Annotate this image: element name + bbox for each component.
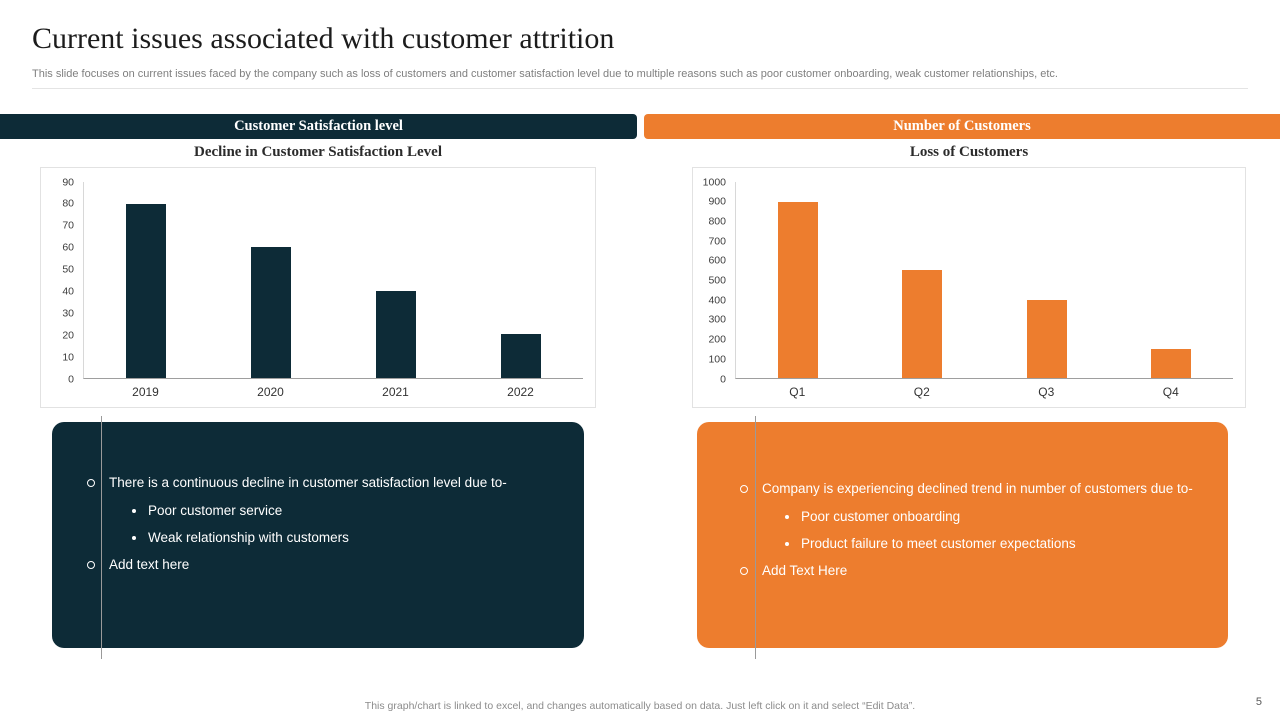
y-tick-label: 0 (720, 372, 726, 385)
circle-bullet-icon (87, 560, 95, 569)
list-item-text: Company is experiencing declined trend i… (762, 481, 1193, 496)
x-tick-label: Q1 (789, 385, 806, 399)
y-tick-label: 0 (68, 372, 74, 385)
y-tick-label: 300 (708, 313, 726, 326)
y-tick-label: 600 (708, 254, 726, 267)
page-title: Current issues associated with customer … (32, 22, 615, 55)
x-tick-label: Q2 (913, 385, 930, 399)
bar-column (860, 182, 984, 378)
decorative-line (101, 416, 102, 659)
chart-title-customers: Loss of Customers (909, 144, 1029, 160)
x-tick-label: 2019 (132, 385, 159, 399)
bar-column (84, 182, 209, 378)
page-number: 5 (1255, 696, 1262, 708)
circle-bullet-icon (740, 485, 748, 493)
list-item: Add Text Here (739, 562, 1204, 581)
y-tick-label: 20 (62, 328, 74, 341)
y-tick-label: 100 (708, 353, 726, 366)
y-tick-label: 900 (708, 195, 726, 208)
y-tick-label: 800 (708, 215, 726, 228)
bar (778, 201, 819, 378)
y-tick-label: 400 (708, 293, 726, 306)
list-item-text: There is a continuous decline in custome… (109, 475, 507, 490)
bar-column (209, 182, 334, 378)
list-item-text: Weak relationship with customers (148, 529, 349, 545)
bar-column (985, 182, 1109, 378)
y-tick-label: 50 (62, 263, 74, 276)
y-tick-label: 500 (708, 274, 726, 287)
list-item-text: Poor customer onboarding (801, 508, 961, 524)
y-tick-label: 10 (62, 350, 74, 363)
bar (1150, 348, 1191, 378)
divider (32, 88, 1248, 89)
dot-bullet-icon (785, 514, 789, 519)
y-tick-label: 40 (62, 285, 74, 298)
footer-note: This graph/chart is linked to excel, and… (0, 700, 1280, 712)
customers-notes-box: Company is experiencing declined trend i… (697, 422, 1228, 648)
list-item: There is a continuous decline in custome… (86, 474, 556, 493)
satisfaction-notes-box: There is a continuous decline in custome… (52, 422, 584, 648)
section-header-satisfaction: Customer Satisfaction level (0, 114, 637, 139)
dot-bullet-icon (132, 508, 136, 513)
bar (375, 290, 416, 378)
customers-bar-chart[interactable]: 1000 900 800 700 600 500 400 300 200 100 0 Q1 Q2 Q3 Q… (692, 167, 1246, 408)
bar (251, 247, 292, 378)
bar (1026, 299, 1067, 378)
footer-suffix: . (912, 700, 916, 712)
list-item-text: Poor customer service (148, 502, 283, 518)
bar-column (1109, 182, 1233, 378)
satisfaction-bar-chart[interactable]: 90 80 70 60 50 40 30 20 10 0 2019 2020 2021 2022 (40, 167, 596, 408)
decorative-line (755, 416, 756, 659)
y-tick-label: 60 (62, 241, 74, 254)
y-tick-label: 70 (62, 219, 74, 232)
bar (126, 203, 167, 378)
section-header-label: Number of Customers (893, 118, 1031, 134)
x-tick-label: Q3 (1038, 385, 1055, 399)
y-axis: 1000 900 800 700 600 500 400 300 200 100 0 (701, 177, 735, 384)
footer-text: This graph/chart is linked to excel, and… (364, 700, 863, 712)
list-item: Product failure to meet customer expecta… (785, 535, 1204, 554)
section-header-label: Customer Satisfaction level (234, 118, 403, 134)
y-tick-label: 90 (62, 175, 74, 188)
page-subtitle: This slide focuses on current issues fac… (32, 68, 1058, 80)
bar-column (334, 182, 459, 378)
x-tick-label: 2022 (507, 385, 534, 399)
bar-column (458, 182, 583, 378)
list-item: Company is experiencing declined trend i… (739, 480, 1204, 499)
bar (902, 270, 943, 378)
list-item: Add text here (86, 556, 556, 575)
plot-area (83, 182, 583, 379)
x-tick-label: Q4 (1162, 385, 1179, 399)
bar-column (736, 182, 860, 378)
list-item-text: Add Text Here (762, 562, 848, 578)
x-tick-label: 2020 (257, 385, 284, 399)
section-header-customers: Number of Customers (644, 114, 1280, 139)
list-item-text: Add text here (109, 556, 190, 572)
x-axis: 2019 2020 2021 2022 (83, 379, 583, 405)
x-axis: Q1 Q2 Q3 Q4 (735, 379, 1233, 405)
dot-bullet-icon (785, 541, 789, 546)
y-tick-label: 80 (62, 197, 74, 210)
plot-area (735, 182, 1233, 379)
y-tick-label: 700 (708, 234, 726, 247)
bar (500, 334, 541, 378)
list-item: Poor customer onboarding (785, 508, 1204, 527)
footer-edit-data: “Edit Data” (862, 700, 913, 712)
list-item-text: Product failure to meet customer expecta… (801, 535, 1076, 551)
dot-bullet-icon (132, 535, 136, 540)
chart-title-satisfaction: Decline in Customer Satisfaction Level (193, 144, 443, 160)
list-item: Weak relationship with customers (132, 529, 556, 548)
y-tick-label: 30 (62, 307, 74, 320)
y-tick-label: 1000 (702, 175, 726, 188)
list-item: Poor customer service (132, 502, 556, 521)
circle-bullet-icon (740, 566, 748, 575)
y-tick-label: 200 (708, 333, 726, 346)
y-axis: 90 80 70 60 50 40 30 20 10 0 (49, 177, 83, 384)
circle-bullet-icon (87, 479, 95, 487)
x-tick-label: 2021 (382, 385, 409, 399)
